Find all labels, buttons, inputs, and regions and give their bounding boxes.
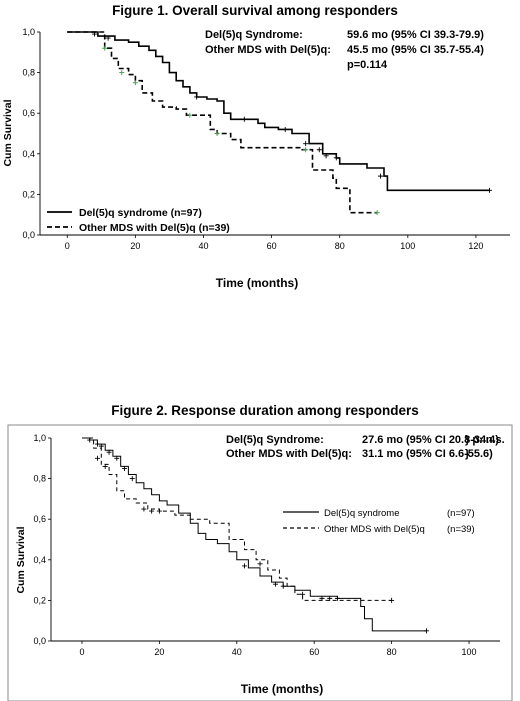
figure-2-annotations: Del(5)q Syndrome: 27.6 mo (95% CI 20.8-3… — [226, 434, 505, 460]
survival-curve-2 — [82, 437, 392, 601]
fig2-annotation-value-2: 31.1 mo (95% CI 6.6-55.6) — [362, 448, 493, 460]
y-tick-label: 0,6 — [22, 108, 35, 118]
censor-mark — [94, 455, 100, 461]
fig1-annotation-value-3: p=0.114 — [347, 59, 388, 71]
censor-mark — [119, 70, 125, 76]
y-tick-label: 0,2 — [33, 595, 46, 605]
censor-mark — [241, 116, 247, 122]
figure-1-annotations: Del(5)q Syndrome: 59.6 mo (95% CI 39.3-7… — [205, 29, 484, 71]
censor-mark — [303, 141, 309, 147]
fig2-annotation-extra-2: } — [465, 448, 470, 460]
y-tick-label: 0,8 — [33, 474, 46, 484]
censor-mark — [122, 465, 128, 471]
fig2-annotation-value-1: 27.6 mo (95% CI 20.8-34.4) — [362, 434, 499, 446]
y-tick-label: 0,8 — [22, 68, 35, 78]
fig1-annotation-label-1: Del(5)q Syndrome: — [205, 29, 303, 41]
y-tick-label: 1,0 — [22, 27, 35, 37]
censor-mark — [214, 131, 220, 136]
censor-mark — [303, 147, 309, 153]
censor-mark — [194, 94, 200, 100]
censor-mark — [102, 463, 108, 469]
fig1-legend-entry-2: Other MDS with Del(5)q (n=39) — [79, 222, 230, 234]
fig1-annotation-label-2: Other MDS with Del(5)q: — [205, 44, 331, 56]
x-tick-label: 100 — [400, 241, 415, 251]
x-tick-label: 40 — [198, 241, 208, 251]
censor-mark — [334, 595, 340, 601]
censor-mark — [106, 449, 112, 455]
figure-1-x-axis-label: Time (months) — [216, 276, 298, 290]
x-tick-label: 60 — [309, 647, 319, 657]
survival-curve-2 — [67, 31, 378, 214]
x-tick-label: 20 — [154, 647, 164, 657]
censor-mark — [487, 187, 493, 193]
x-tick-label: 80 — [335, 241, 345, 251]
censor-mark — [389, 597, 395, 603]
survival-curve-1 — [82, 437, 427, 632]
censor-mark — [94, 441, 100, 447]
x-tick-label: 0 — [65, 241, 70, 251]
fig2-legend-entry-2: Other MDS with Del(5)q — [324, 524, 425, 535]
figure-1-title: Figure 1. Overall survival among respond… — [112, 3, 398, 18]
censor-mark — [129, 476, 135, 482]
censor-mark — [282, 126, 288, 132]
x-tick-label: 60 — [267, 241, 277, 251]
censor-mark — [257, 561, 263, 567]
censor-mark — [114, 455, 120, 461]
figure-2-frame — [7, 424, 513, 701]
fig1-annotation-value-1: 59.6 mo (95% CI 39.3-79.9) — [347, 29, 484, 41]
fig1-legend-entry-1: Del(5)q syndrome (n=97) — [79, 207, 202, 219]
y-tick-label: 0,4 — [22, 149, 35, 159]
x-tick-label: 20 — [130, 241, 140, 251]
y-tick-label: 0,6 — [33, 514, 46, 524]
figure-2-legend: Del(5)q syndrome (n=97) Other MDS with D… — [283, 508, 475, 535]
y-tick-label: 0,4 — [33, 555, 46, 565]
fig2-annotation-label-1: Del(5)q Syndrome: — [226, 434, 324, 446]
censor-mark — [187, 112, 193, 118]
fig2-annotation-extra-1: } p: n.s. — [465, 434, 505, 446]
fig2-legend-n-2: (n=39) — [447, 524, 475, 535]
censor-mark — [102, 45, 108, 51]
censor-mark — [333, 155, 339, 161]
fig2-annotation-label-2: Other MDS with Del(5)q: — [226, 448, 352, 460]
figure-2: Figure 2. Response duration among respon… — [7, 403, 513, 701]
x-tick-label: 120 — [468, 241, 483, 251]
censor-mark — [423, 628, 429, 634]
censor-mark — [327, 595, 333, 601]
y-tick-label: 1,0 — [33, 433, 46, 443]
censor-mark — [280, 583, 286, 589]
x-tick-label: 80 — [387, 647, 397, 657]
figure-2-plot-area: 0,0 0,2 0,4 0,6 0,8 1,0 0 20 40 60 80 100 — [33, 433, 500, 657]
fig2-legend-n-1: (n=97) — [447, 508, 475, 519]
censor-mark — [242, 563, 248, 569]
censor-mark — [141, 506, 147, 512]
censor-mark — [316, 147, 322, 153]
censor-mark — [378, 173, 384, 179]
figure-2-y-axis-label: Cum Survival — [15, 526, 27, 593]
figure-1-plot-area: 0,0 0,2 0,4 0,6 0,8 1,0 0 20 40 60 80 100 120 — [22, 27, 510, 251]
fig1-annotation-value-2: 45.5 mo (95% CI 35.7-55.4) — [347, 44, 484, 56]
figure-2-title: Figure 2. Response duration among respon… — [111, 403, 419, 418]
censor-mark — [132, 80, 138, 86]
censor-mark — [105, 35, 111, 41]
figure-1: Figure 1. Overall survival among respond… — [2, 3, 510, 290]
x-tick-label: 40 — [232, 647, 242, 657]
figure-2-x-axis-label: Time (months) — [241, 682, 323, 696]
censor-mark — [323, 153, 329, 159]
y-tick-label: 0,0 — [33, 636, 46, 646]
figure-1-y-axis-label: Cum Survival — [2, 99, 14, 166]
fig2-legend-entry-1: Del(5)q syndrome — [324, 508, 400, 519]
x-tick-label: 100 — [462, 647, 477, 657]
censor-mark — [273, 581, 278, 587]
y-tick-label: 0,2 — [22, 189, 35, 199]
censor-mark — [149, 508, 155, 514]
y-tick-label: 0,0 — [22, 230, 35, 240]
x-tick-label: 0 — [79, 647, 84, 657]
censor-mark — [156, 508, 162, 514]
figure-1-legend: Del(5)q syndrome (n=97) Other MDS with D… — [47, 207, 230, 234]
censor-mark — [374, 210, 380, 216]
